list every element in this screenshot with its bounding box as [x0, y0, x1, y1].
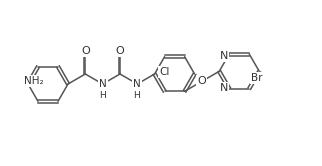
Text: N: N — [99, 79, 107, 89]
Text: O: O — [116, 46, 124, 56]
Text: N: N — [220, 51, 228, 61]
Text: H: H — [133, 91, 140, 100]
Text: Br: Br — [251, 73, 263, 83]
Text: H: H — [99, 91, 106, 100]
Text: N: N — [220, 83, 228, 93]
Text: O: O — [198, 76, 206, 86]
Text: O: O — [81, 46, 90, 56]
Text: N: N — [133, 79, 141, 89]
Text: Cl: Cl — [159, 67, 170, 77]
Text: NH₂: NH₂ — [24, 76, 44, 86]
